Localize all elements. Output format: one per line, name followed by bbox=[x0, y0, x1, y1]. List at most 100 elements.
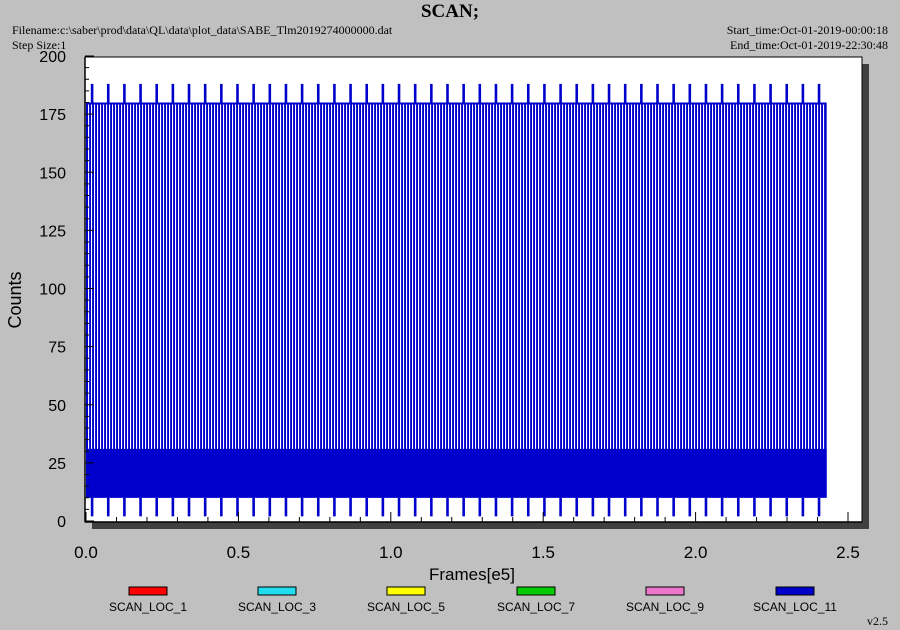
plateau-gap-207 bbox=[709, 104, 711, 449]
plateau-gap-191 bbox=[661, 104, 663, 449]
plateau-gap-159 bbox=[565, 104, 567, 449]
plateau-gap-133 bbox=[487, 104, 489, 449]
plateau-gap-199 bbox=[685, 104, 687, 449]
plateau-gap-236 bbox=[796, 104, 798, 449]
plateau-gap-81 bbox=[331, 104, 333, 449]
y-tick-label-3: 75 bbox=[48, 340, 66, 357]
plateau-gap-66 bbox=[286, 104, 288, 449]
plateau-gap-152 bbox=[544, 104, 546, 449]
plateau-gap-24 bbox=[160, 104, 162, 449]
plateau-gap-89 bbox=[355, 104, 357, 449]
plateau-gap-74 bbox=[310, 104, 312, 449]
plateau-gap-231 bbox=[781, 104, 783, 449]
plateau-gap-100 bbox=[388, 104, 390, 449]
plateau-gap-98 bbox=[382, 104, 384, 449]
plateau-gap-227 bbox=[769, 104, 771, 449]
plateau-gap-238 bbox=[802, 104, 804, 449]
plateau-gap-211 bbox=[721, 104, 723, 449]
plateau-gap-16 bbox=[136, 104, 138, 449]
plateau-gap-220 bbox=[748, 104, 750, 449]
plateau-gap-123 bbox=[457, 104, 459, 449]
plateau-gap-188 bbox=[652, 104, 654, 449]
plateau-gap-223 bbox=[757, 104, 759, 449]
plateau-gap-212 bbox=[724, 104, 726, 449]
plateau-gap-85 bbox=[343, 104, 345, 449]
plateau-gap-183 bbox=[637, 104, 639, 449]
plateau-gap-45 bbox=[223, 104, 225, 449]
plateau-gap-228 bbox=[772, 104, 774, 449]
plateau-gap-93 bbox=[367, 104, 369, 449]
y-tick-label-6: 150 bbox=[39, 165, 66, 182]
plateau-gap-82 bbox=[334, 104, 336, 449]
plateau-gap-209 bbox=[715, 104, 717, 449]
legend-label-3: SCAN_LOC_7 bbox=[497, 600, 575, 614]
plateau-gap-32 bbox=[184, 104, 186, 449]
plateau-gap-54 bbox=[250, 104, 252, 449]
plateau-gap-41 bbox=[211, 104, 213, 449]
plateau-gap-30 bbox=[178, 104, 180, 449]
plateau-gap-181 bbox=[631, 104, 633, 449]
plateau-gap-94 bbox=[370, 104, 372, 449]
plateau-gap-201 bbox=[691, 104, 693, 449]
legend-swatch-0 bbox=[128, 586, 168, 596]
plateau-gap-77 bbox=[319, 104, 321, 449]
legend-swatch-1 bbox=[257, 586, 297, 596]
plateau-gap-91 bbox=[361, 104, 363, 449]
plateau-gap-164 bbox=[580, 104, 582, 449]
plateau-gap-44 bbox=[220, 104, 222, 449]
plateau-gap-36 bbox=[196, 104, 198, 449]
plateau-gap-184 bbox=[640, 104, 642, 449]
plateau-gap-35 bbox=[193, 104, 195, 449]
plateau-gap-245 bbox=[823, 104, 825, 449]
y-tick-label-8: 200 bbox=[39, 49, 66, 66]
plateau-gap-230 bbox=[778, 104, 780, 449]
plateau-gap-187 bbox=[649, 104, 651, 449]
plateau-gap-64 bbox=[280, 104, 282, 449]
plateau-gap-241 bbox=[811, 104, 813, 449]
plateau-gap-194 bbox=[670, 104, 672, 449]
plateau-gap-19 bbox=[145, 104, 147, 449]
plateau-gap-96 bbox=[376, 104, 378, 449]
plateau-gap-130 bbox=[478, 104, 480, 449]
plateau-gap-118 bbox=[442, 104, 444, 449]
plateau-gap-42 bbox=[214, 104, 216, 449]
plateau-gap-60 bbox=[268, 104, 270, 449]
plateau-gap-151 bbox=[541, 104, 543, 449]
plateau-gap-132 bbox=[484, 104, 486, 449]
plateau-gap-3 bbox=[97, 104, 99, 449]
start-time-label: Start_time:Oct-01-2019-00:00:18 bbox=[726, 23, 888, 37]
end-time-label: End_time:Oct-01-2019-22:30:48 bbox=[730, 38, 888, 52]
plateau-gap-161 bbox=[571, 104, 573, 449]
plateau-gap-145 bbox=[523, 104, 525, 449]
plateau-gap-229 bbox=[775, 104, 777, 449]
plateau-gap-10 bbox=[118, 104, 120, 449]
plateau-gap-205 bbox=[703, 104, 705, 449]
plateau-gap-185 bbox=[643, 104, 645, 449]
version-label: v2.5 bbox=[867, 614, 888, 628]
plateau-gap-71 bbox=[301, 104, 303, 449]
plateau-gap-239 bbox=[805, 104, 807, 449]
x-tick-label-5: 2.5 bbox=[836, 543, 860, 562]
plateau-gap-99 bbox=[385, 104, 387, 449]
plateau-gap-215 bbox=[733, 104, 735, 449]
plateau-gap-5 bbox=[103, 104, 105, 449]
plateau-gap-165 bbox=[583, 104, 585, 449]
plateau-gap-88 bbox=[352, 104, 354, 449]
plateau-gap-87 bbox=[349, 104, 351, 449]
y-tick-label-0: 0 bbox=[57, 514, 66, 531]
plateau-gap-103 bbox=[397, 104, 399, 449]
plateau-gap-147 bbox=[529, 104, 531, 449]
plateau-gap-73 bbox=[307, 104, 309, 449]
y-tick-label-2: 50 bbox=[48, 398, 66, 415]
plateau-gap-39 bbox=[205, 104, 207, 449]
plateau-gap-235 bbox=[793, 104, 795, 449]
plateau-gap-137 bbox=[499, 104, 501, 449]
x-tick-label-1: 0.5 bbox=[227, 543, 251, 562]
plateau-gap-242 bbox=[814, 104, 816, 449]
x-tick-label-0: 0.0 bbox=[74, 543, 98, 562]
plateau-gap-131 bbox=[481, 104, 483, 449]
plateau-gap-197 bbox=[679, 104, 681, 449]
y-axis-label: Counts bbox=[5, 271, 25, 328]
plateau-gap-25 bbox=[163, 104, 165, 449]
plateau-gap-134 bbox=[490, 104, 492, 449]
